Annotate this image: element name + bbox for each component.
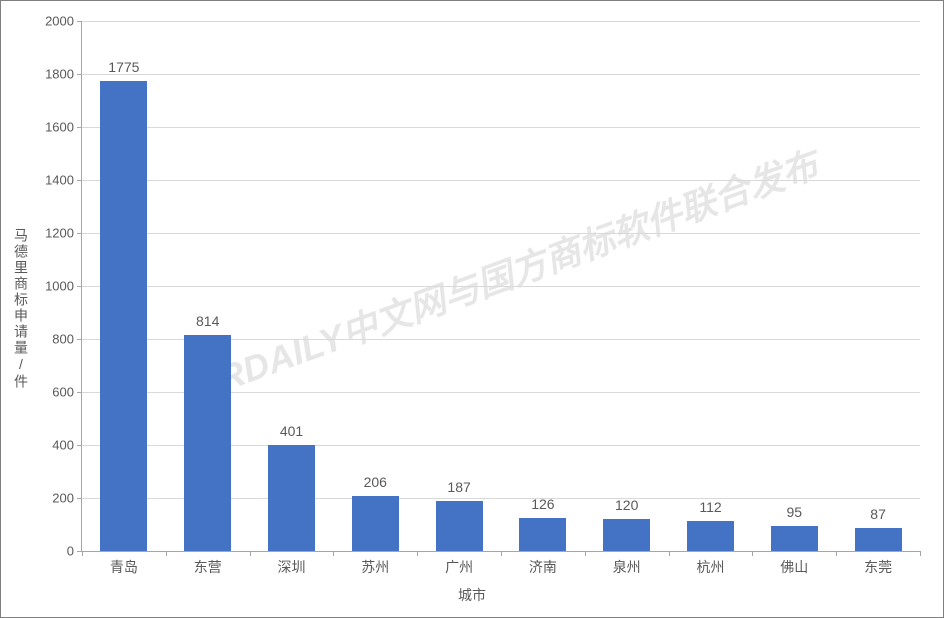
bar-value-label: 401: [268, 423, 315, 439]
y-tick-mark: [77, 21, 82, 22]
x-tick-label: 广州: [445, 557, 473, 577]
y-tick-mark: [77, 392, 82, 393]
gridline: [82, 180, 920, 181]
x-tick-mark: [166, 551, 167, 556]
x-tick-label: 深圳: [278, 557, 306, 577]
y-tick-label: 800: [52, 332, 74, 347]
bar-value-label: 87: [855, 506, 902, 522]
x-tick-mark: [501, 551, 502, 556]
x-tick-mark: [82, 551, 83, 556]
x-tick-label: 佛山: [780, 557, 808, 577]
bar: 126: [519, 518, 566, 551]
y-tick-label: 1800: [45, 67, 74, 82]
x-tick-mark: [250, 551, 251, 556]
x-tick-mark: [669, 551, 670, 556]
y-tick-label: 400: [52, 438, 74, 453]
y-tick-label: 2000: [45, 14, 74, 29]
x-tick-label: 苏州: [361, 557, 389, 577]
y-tick-mark: [77, 286, 82, 287]
x-tick-label: 杭州: [697, 557, 725, 577]
x-tick-label: 青岛: [110, 557, 138, 577]
y-tick-mark: [77, 339, 82, 340]
x-tick-label: 济南: [529, 557, 557, 577]
x-axis-label: 城市: [458, 585, 486, 605]
bar: 120: [603, 519, 650, 551]
gridline: [82, 127, 920, 128]
bar-value-label: 1775: [100, 59, 147, 75]
gridline: [82, 233, 920, 234]
gridline: [82, 21, 920, 22]
bar: 814: [184, 335, 231, 551]
y-tick-label: 1600: [45, 120, 74, 135]
gridline: [82, 74, 920, 75]
x-tick-mark: [333, 551, 334, 556]
y-tick-label: 1400: [45, 173, 74, 188]
bar: 87: [855, 528, 902, 551]
x-tick-mark: [417, 551, 418, 556]
y-tick-mark: [77, 233, 82, 234]
bar: 1775: [100, 81, 147, 551]
x-tick-mark: [920, 551, 921, 556]
bar: 187: [436, 501, 483, 551]
watermark-text: IPRDAILY中文网与国方商标软件联合发布: [178, 136, 825, 414]
x-tick-mark: [585, 551, 586, 556]
gridline: [82, 286, 920, 287]
bar-value-label: 206: [352, 474, 399, 490]
x-tick-label: 东莞: [864, 557, 892, 577]
bar-value-label: 126: [519, 496, 566, 512]
chart-container: IPRDAILY中文网与国方商标软件联合发布 0 200 400 600 800 1000…: [0, 0, 944, 618]
y-tick-mark: [77, 180, 82, 181]
y-tick-mark: [77, 74, 82, 75]
bar: 401: [268, 445, 315, 551]
x-tick-mark: [836, 551, 837, 556]
y-tick-mark: [77, 127, 82, 128]
bar-value-label: 120: [603, 497, 650, 513]
x-tick-mark: [752, 551, 753, 556]
y-axis-label: 马德里商标申请量/件: [11, 228, 31, 390]
y-tick-mark: [77, 445, 82, 446]
bar-value-label: 112: [687, 499, 734, 515]
bar-value-label: 814: [184, 313, 231, 329]
bar: 95: [771, 526, 818, 551]
y-tick-label: 600: [52, 385, 74, 400]
plot-area: IPRDAILY中文网与国方商标软件联合发布 02004006008001000…: [81, 21, 920, 552]
y-tick-label: 0: [67, 544, 74, 559]
bar: 206: [352, 496, 399, 551]
bar-value-label: 187: [436, 479, 483, 495]
y-tick-label: 1000: [45, 279, 74, 294]
x-tick-label: 东营: [194, 557, 222, 577]
y-tick-label: 200: [52, 491, 74, 506]
y-tick-mark: [77, 498, 82, 499]
bar-value-label: 95: [771, 504, 818, 520]
x-tick-label: 泉州: [613, 557, 641, 577]
bar: 112: [687, 521, 734, 551]
y-tick-label: 1200: [45, 226, 74, 241]
